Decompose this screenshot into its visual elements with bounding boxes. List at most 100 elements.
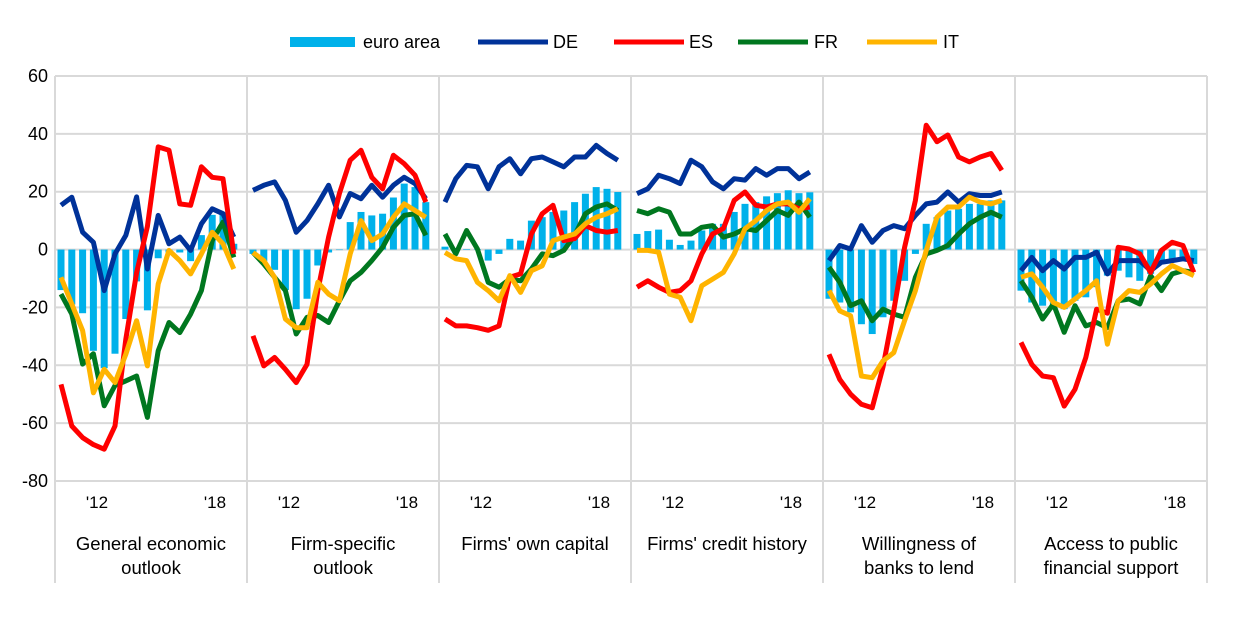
bar-euro-area [79,249,87,314]
bar-euro-area [633,233,641,250]
legend-label: euro area [363,32,441,52]
x-tick-label: '12 [662,493,684,512]
y-tick-label: -80 [22,471,48,491]
bar-euro-area [292,249,300,310]
line-fr [826,209,1003,324]
line-fr [636,199,812,240]
line-de [442,142,620,204]
bar-euro-area [197,235,205,250]
line-it [443,206,619,304]
panel-5: '12 '18 Access to public financial support [1017,239,1198,578]
bar-euro-area [122,249,130,319]
y-tick-label: 40 [28,124,48,144]
line-es [443,202,619,333]
x-tick-label: '12 [1046,493,1068,512]
bar-euro-area [1049,249,1057,308]
bar-euro-area [281,249,289,291]
line-es [1018,239,1197,409]
bar-euro-area [346,222,354,250]
bar-euro-area [538,217,546,250]
line-it [1020,263,1195,347]
panel-title: financial support [1044,557,1179,578]
bar-euro-area [176,249,184,253]
y-tick-label: 60 [28,66,48,86]
bar-euro-area [560,210,568,250]
bar-euro-area [890,249,898,301]
panel-title: Firms' credit history [647,533,808,554]
bar-euro-area [665,239,673,250]
bar-euro-area [441,246,449,250]
line-de [59,194,237,294]
line-it [58,229,237,396]
bar-euro-area [784,190,792,250]
x-tick-label: '18 [588,493,610,512]
bar-euro-area [933,217,941,250]
line-it [251,201,428,331]
y-tick-label: -40 [22,355,48,375]
x-tick-label: '12 [278,493,300,512]
bar-euro-area [868,249,876,335]
bar-euro-area [314,249,322,266]
y-tick-label: -20 [22,297,48,317]
bar-euro-area [89,249,97,351]
bar-euro-area [614,192,622,250]
panel-2: '12 '18 Firms' own capital [441,142,622,554]
bar-euro-area [752,202,760,250]
bar-euro-area [879,249,887,318]
panel-1: '12 '18 Firm-specific outlook [249,147,430,578]
bar-euro-area [847,249,855,313]
line-es [250,147,429,386]
bar-euro-area [506,238,514,250]
bar-euro-area [495,249,503,254]
bar-euro-area [100,249,108,369]
x-tick-label: '18 [780,493,802,512]
bar-euro-area [901,249,909,281]
line-fr [1018,268,1195,335]
bar-euro-area [1103,249,1111,276]
bar-euro-area [987,200,995,250]
x-tick-label: '18 [396,493,418,512]
bar-euro-area [687,240,695,250]
bar-euro-area [836,249,844,303]
gridlines [54,75,1208,583]
bar-euro-area [1039,249,1047,306]
legend-label: ES [689,32,713,52]
line-de [826,189,1003,263]
bar-euro-area [335,249,343,251]
bar-euro-area [825,249,833,299]
panel-title: Firms' own capital [461,533,608,554]
bar-euro-area [68,249,76,305]
bar-euro-area [795,193,803,250]
bar-euro-area [944,210,952,250]
bar-euro-area [655,229,663,250]
bar-euro-area [644,231,652,250]
panel-title: Access to public [1044,533,1178,554]
line-de [635,157,812,196]
bar-euro-area [1147,249,1155,274]
bar-euro-area [976,203,984,250]
panel-title: General economic [76,533,226,554]
y-tick-label: 20 [28,182,48,202]
panel-title: outlook [313,557,373,578]
bar-euro-area [249,249,257,254]
bar-euro-area [603,188,611,250]
x-tick-label: '12 [86,493,108,512]
bar-euro-area [463,248,471,250]
bar-euro-area [303,249,311,299]
x-tick-label: '18 [1164,493,1186,512]
bar-euro-area [422,202,430,250]
bar-euro-area [806,192,814,250]
panels: '12 '18 General economic outlook '12 '18 Firm-… [57,122,1198,578]
bar-euro-area [271,249,279,270]
panel-4: '12 '18 Willingness of banks to lend [825,122,1006,578]
x-tick-label: '12 [854,493,876,512]
y-tick-label: -60 [22,413,48,433]
line-de [1019,249,1195,277]
bar-euro-area [1125,249,1133,278]
bar-euro-area [143,249,151,311]
bar-euro-area [676,244,684,250]
legend-swatch-euro-area [290,37,355,47]
line-fr [251,211,429,337]
bar-euro-area [1082,249,1090,298]
